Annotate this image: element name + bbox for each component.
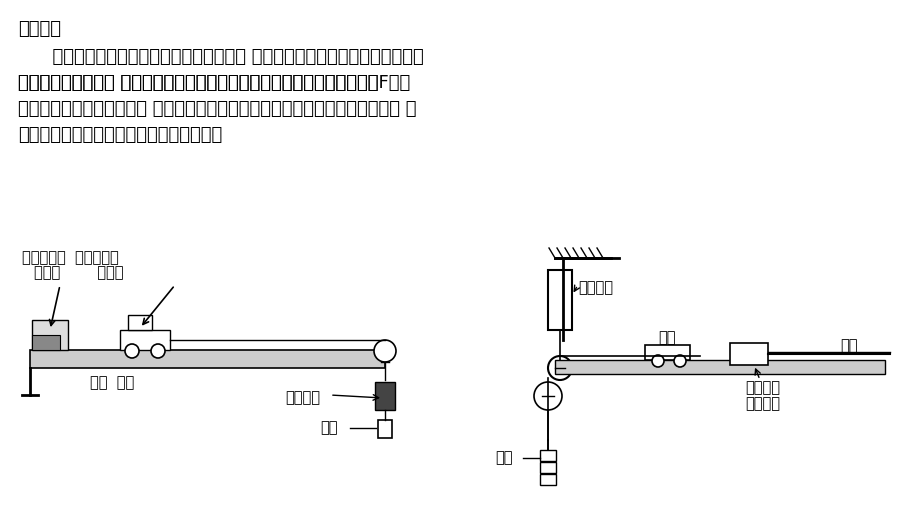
- Text: 小车  轨道: 小车 轨道: [90, 375, 134, 390]
- Polygon shape: [30, 350, 384, 368]
- Polygon shape: [32, 320, 68, 350]
- Polygon shape: [548, 270, 572, 330]
- Polygon shape: [644, 345, 689, 360]
- Polygon shape: [539, 474, 555, 485]
- Text: 电火花打: 电火花打: [744, 380, 779, 395]
- Text: 现实中，仅受一个力作用的物体几乎不存 在。然而，一个单独的力的作用效果: 现实中，仅受一个力作用的物体几乎不存 在。然而，一个单独的力的作用效果: [18, 48, 424, 66]
- Circle shape: [652, 355, 664, 367]
- Polygon shape: [128, 315, 152, 330]
- Circle shape: [548, 356, 572, 380]
- Text: 位移传感器  位移传感器: 位移传感器 位移传感器: [22, 250, 119, 265]
- Text: 钩码: 钩码: [494, 450, 512, 465]
- Polygon shape: [375, 382, 394, 410]
- Circle shape: [125, 344, 139, 358]
- Text: 力传感器: 力传感器: [577, 280, 612, 295]
- Polygon shape: [32, 335, 60, 350]
- Text: 重物: 重物: [320, 420, 337, 435]
- Text: 力传感器: 力传感器: [285, 390, 320, 405]
- Text: 纸带: 纸带: [839, 338, 857, 353]
- Circle shape: [533, 382, 562, 410]
- Polygon shape: [378, 420, 391, 438]
- Text: 义可以是物体所受的合力。 如何为运动的物体提供一个恒定的合力，如何测出这 个: 义可以是物体所受的合力。 如何为运动的物体提供一个恒定的合力，如何测出这 个: [18, 100, 416, 118]
- Text: 与跟它大小、方向都 相同的合力的作用效果是相同的。因此，实验中作用力: 与跟它大小、方向都 相同的合力的作用效果是相同的。因此，实验中作用力: [18, 74, 378, 92]
- Circle shape: [374, 340, 395, 362]
- Circle shape: [151, 344, 165, 358]
- Polygon shape: [539, 450, 555, 461]
- Polygon shape: [554, 360, 884, 374]
- Text: 小车: 小车: [657, 330, 675, 345]
- Text: 合力是本实验的关键，有很多可行的方法。: 合力是本实验的关键，有很多可行的方法。: [18, 126, 222, 144]
- Polygon shape: [119, 330, 170, 350]
- Text: 与跟它大小、方向都 相同的合力的作用效果是相同的。因此，实验中作用力F的含: 与跟它大小、方向都 相同的合力的作用效果是相同的。因此，实验中作用力F的含: [18, 74, 410, 92]
- Polygon shape: [729, 343, 767, 365]
- Polygon shape: [539, 462, 555, 473]
- Circle shape: [674, 355, 686, 367]
- Text: 接收器        发射器: 接收器 发射器: [34, 265, 123, 280]
- Text: 力的测量: 力的测量: [18, 20, 61, 38]
- Text: 点计时器: 点计时器: [744, 396, 779, 411]
